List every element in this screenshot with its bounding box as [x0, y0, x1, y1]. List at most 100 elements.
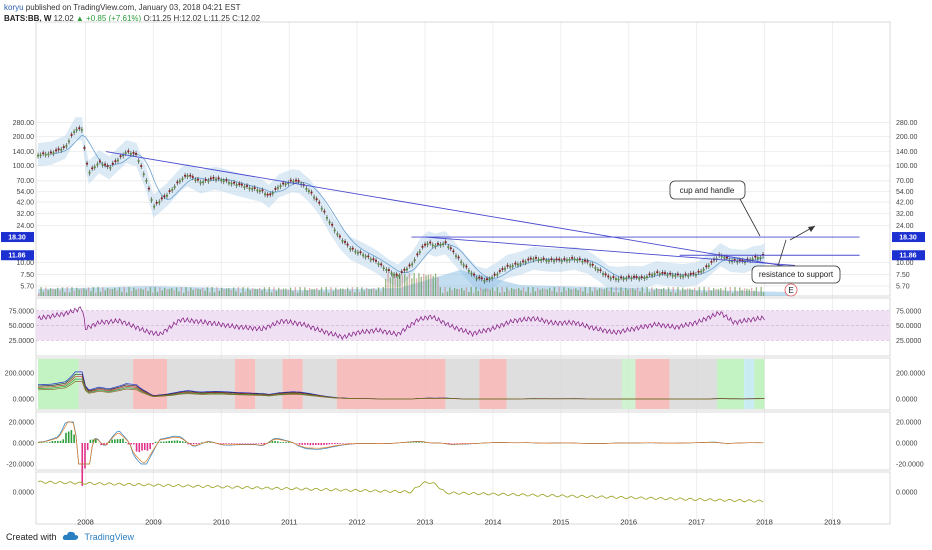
- volume-bar: [503, 291, 506, 296]
- candle-body: [266, 193, 269, 196]
- callout-resistance-pointer: [777, 239, 787, 267]
- candle-body: [39, 154, 42, 157]
- volume-bar: [663, 287, 665, 296]
- candle-body: [341, 240, 344, 242]
- volume-bar: [461, 287, 463, 296]
- macd-histogram-bar: [285, 442, 287, 443]
- macd-histogram-bar: [312, 443, 314, 446]
- volume-bar: [701, 292, 703, 296]
- macd-histogram-bar: [257, 443, 260, 444]
- volume-bar: [76, 287, 78, 296]
- candle-body: [586, 260, 589, 263]
- volume-bar: [418, 273, 420, 296]
- candle-body: [75, 128, 78, 131]
- volume-bar: [320, 287, 323, 296]
- volume-bar: [539, 289, 541, 296]
- volume-bar: [175, 287, 178, 296]
- candle-body: [62, 146, 65, 148]
- candle-body: [140, 165, 143, 167]
- volume-bar: [651, 287, 653, 296]
- candle-body: [666, 274, 669, 276]
- price-marker-right-11.86: 11.86: [899, 253, 916, 260]
- volume-bar: [660, 289, 663, 296]
- regime-shade: [445, 359, 480, 409]
- volume-bar: [142, 289, 144, 296]
- macd-histogram-bar: [54, 440, 56, 443]
- macd-histogram-bar: [51, 441, 54, 443]
- volume-bar: [47, 290, 49, 296]
- candle-body: [88, 171, 91, 174]
- tradingview-brand[interactable]: TradingView: [84, 532, 135, 542]
- regime-shade: [302, 359, 337, 409]
- macd-histogram-bar: [100, 443, 103, 446]
- volume-bar: [335, 287, 337, 296]
- volume-bar: [708, 287, 710, 296]
- volume-bar: [377, 287, 380, 296]
- macd-histogram-bar: [133, 443, 135, 445]
- candle-body: [106, 165, 109, 167]
- volume-bar: [534, 291, 537, 296]
- volume-bar: [446, 291, 449, 296]
- price-change: +0.85 (+7.61%): [86, 14, 142, 23]
- volume-bar: [59, 290, 61, 296]
- volume-bar: [413, 273, 415, 296]
- macd-histogram-bar: [298, 443, 301, 445]
- volume-bar: [629, 288, 632, 296]
- candle-body: [622, 277, 625, 280]
- candle-body: [658, 273, 661, 276]
- candle-body: [369, 258, 372, 261]
- candle-body: [91, 167, 94, 170]
- candle-body: [109, 166, 112, 169]
- volume-bar: [648, 291, 651, 296]
- candle-body: [473, 273, 476, 276]
- volume-bar: [520, 290, 522, 296]
- volume-bar: [729, 287, 731, 296]
- candle-body: [209, 177, 212, 180]
- candle-body: [516, 263, 519, 266]
- candle-body: [78, 127, 81, 129]
- candle-body: [689, 273, 692, 275]
- macd-histogram-bar: [176, 440, 179, 443]
- volume-bar: [686, 288, 689, 296]
- volume-bar: [544, 288, 546, 296]
- candle-body: [86, 162, 89, 165]
- volume-bar: [230, 289, 232, 296]
- volume-bar: [679, 291, 682, 296]
- volume-bar: [743, 288, 746, 296]
- volume-bar: [90, 291, 92, 296]
- price-tick-left-42.00: 42.00: [16, 200, 34, 207]
- candle-body: [679, 275, 682, 278]
- publisher-name[interactable]: koryu: [4, 3, 24, 12]
- volume-bar: [187, 291, 190, 296]
- volume-bar: [425, 275, 427, 296]
- macd-histogram-bar: [138, 443, 141, 452]
- volume-bar: [54, 289, 57, 296]
- volume-bar: [641, 287, 644, 296]
- macd-histogram-bar: [252, 443, 255, 444]
- candle-body: [571, 257, 574, 259]
- macd-histogram-bar: [40, 442, 43, 443]
- trendline-2013-downtrend: [424, 236, 796, 266]
- candle-body: [738, 259, 741, 262]
- volume-bar: [389, 277, 392, 296]
- x-tick-label-2018: 2018: [756, 518, 773, 527]
- macd-histogram-bar: [143, 443, 146, 451]
- macd-histogram-bar: [445, 443, 447, 444]
- volume-bar: [356, 287, 358, 296]
- candle-body: [720, 255, 723, 258]
- macd-histogram-bar: [342, 443, 344, 444]
- volume-bar: [684, 289, 686, 296]
- volume-bar: [166, 289, 168, 296]
- volume-bar: [696, 291, 698, 296]
- rsi-tick-right-50.0000: 50.0000: [896, 323, 921, 330]
- candle-body: [640, 276, 643, 278]
- candle-body: [496, 273, 499, 276]
- volume-bar: [256, 289, 259, 296]
- regime-shade: [506, 359, 622, 409]
- volume-bar: [266, 292, 268, 296]
- volume-bar: [627, 289, 629, 296]
- macd-histogram-bar: [171, 440, 173, 443]
- volume-bar: [168, 288, 171, 296]
- volume-bar: [337, 289, 339, 296]
